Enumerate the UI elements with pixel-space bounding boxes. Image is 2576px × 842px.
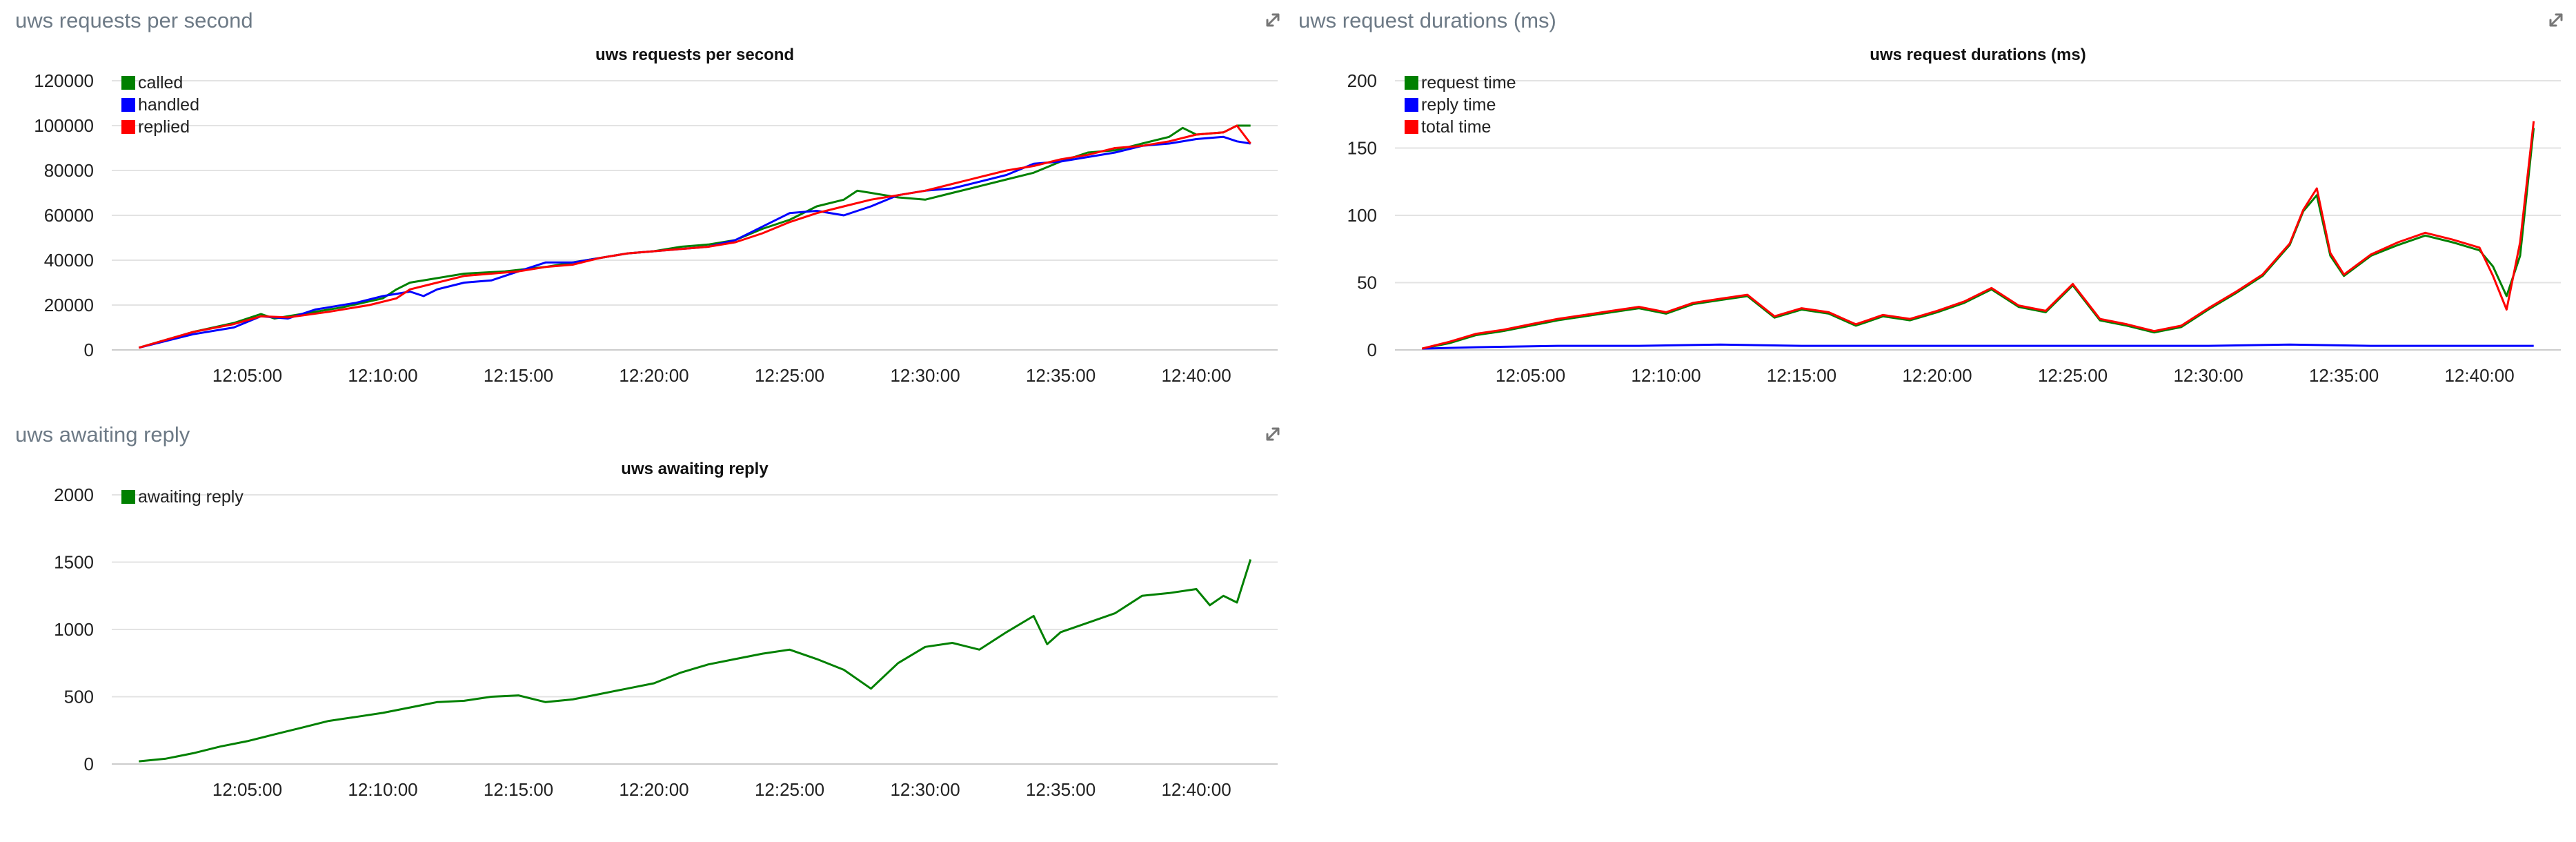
x-tick-label: 12:15:00 xyxy=(1767,365,1836,386)
x-tick-label: 12:40:00 xyxy=(1161,365,1231,386)
series-line-request-time xyxy=(1422,128,2535,350)
x-tick-label: 12:10:00 xyxy=(348,365,417,386)
legend-swatch xyxy=(1405,120,1418,134)
x-tick-label: 12:20:00 xyxy=(619,779,688,800)
y-tick-label: 20000 xyxy=(44,295,94,315)
legend-label: called xyxy=(138,73,183,92)
y-tick-label: 60000 xyxy=(44,205,94,226)
legend-label: handled xyxy=(138,95,199,115)
legend-swatch xyxy=(1405,98,1418,112)
x-tick-label: 12:35:00 xyxy=(1026,365,1096,386)
y-tick-label: 100000 xyxy=(34,115,94,136)
y-tick-label: 120000 xyxy=(34,70,94,91)
legend-swatch xyxy=(1405,76,1418,90)
panel-title: uws awaiting reply xyxy=(15,422,190,447)
chart-title: uws requests per second xyxy=(595,46,794,64)
x-tick-label: 12:25:00 xyxy=(755,779,824,800)
y-tick-label: 100 xyxy=(1347,205,1377,226)
series-line-reply-time xyxy=(1422,343,2534,350)
panel-title: uws request durations (ms) xyxy=(1298,8,1556,32)
y-tick-label: 80000 xyxy=(44,160,94,181)
x-tick-label: 12:15:00 xyxy=(484,365,553,386)
y-tick-label: 0 xyxy=(1367,340,1377,360)
y-tick-label: 200 xyxy=(1347,70,1377,91)
legend-label: awaiting reply xyxy=(138,487,244,507)
x-tick-label: 12:05:00 xyxy=(1496,365,1565,386)
x-tick-label: 12:30:00 xyxy=(2173,365,2243,386)
legend-swatch xyxy=(121,98,135,112)
panel-title: uws requests per second xyxy=(15,8,253,32)
series-line-replied xyxy=(138,124,1251,349)
request-durations-chart: uws request durations (ms) 0 50 100 150 200 12… xyxy=(1347,46,2561,386)
x-tick-label: 12:10:00 xyxy=(1631,365,1701,386)
y-tick-label: 150 xyxy=(1347,138,1377,159)
y-tick-label: 500 xyxy=(64,687,94,707)
x-tick-label: 12:05:00 xyxy=(212,779,282,800)
legend-swatch xyxy=(121,490,135,504)
expand-icon[interactable] xyxy=(2544,8,2568,32)
y-tick-label: 0 xyxy=(84,754,94,774)
x-tick-label: 12:10:00 xyxy=(348,779,417,800)
legend-label: request time xyxy=(1421,73,1516,92)
requests-per-second-chart: uws requests per second 0 20000 40000 60000 8… xyxy=(34,46,1278,386)
x-tick-label: 12:40:00 xyxy=(2444,365,2514,386)
y-tick-label: 50 xyxy=(1357,273,1377,293)
x-tick-label: 12:20:00 xyxy=(1902,365,1972,386)
chart-title: uws request durations (ms) xyxy=(1870,46,2085,64)
series-line-handled xyxy=(138,135,1251,349)
legend-label: reply time xyxy=(1421,95,1496,115)
x-tick-label: 12:05:00 xyxy=(212,365,282,386)
y-tick-label: 40000 xyxy=(44,250,94,271)
x-tick-label: 12:35:00 xyxy=(1026,779,1096,800)
expand-icon[interactable] xyxy=(1261,422,1285,446)
y-tick-label: 1500 xyxy=(54,552,94,573)
x-tick-label: 12:35:00 xyxy=(2309,365,2379,386)
y-tick-label: 0 xyxy=(84,340,94,360)
series-line-total-time xyxy=(1421,121,2535,350)
legend-swatch xyxy=(121,76,135,90)
series-line-called xyxy=(138,124,1251,349)
chart-title: uws awaiting reply xyxy=(621,460,769,478)
x-tick-label: 12:30:00 xyxy=(890,779,960,800)
panel-requests-per-second: uws requests per second uws requests per… xyxy=(15,8,1285,395)
x-tick-label: 12:25:00 xyxy=(2038,365,2108,386)
x-tick-label: 12:30:00 xyxy=(890,365,960,386)
x-tick-label: 12:20:00 xyxy=(619,365,688,386)
legend-label: replied xyxy=(138,117,190,137)
legend-swatch xyxy=(121,120,135,134)
panel-awaiting-reply: uws awaiting reply uws awaiting reply 0 50… xyxy=(15,422,1285,809)
awaiting-reply-chart: uws awaiting reply 0 500 1000 1500 2000 12:05:… xyxy=(54,460,1278,800)
x-tick-label: 12:40:00 xyxy=(1161,779,1231,800)
series-line-awaiting-reply xyxy=(139,559,1252,763)
x-tick-label: 12:25:00 xyxy=(755,365,824,386)
y-tick-label: 1000 xyxy=(54,619,94,640)
legend-label: total time xyxy=(1421,117,1491,137)
x-tick-label: 12:15:00 xyxy=(484,779,553,800)
expand-icon[interactable] xyxy=(1261,8,1285,32)
y-tick-label: 2000 xyxy=(54,484,94,505)
panel-request-durations: uws request durations (ms) uws request d… xyxy=(1298,8,2568,395)
